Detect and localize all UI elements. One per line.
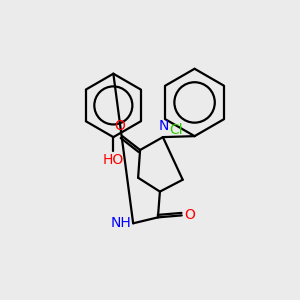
Text: NH: NH (110, 216, 131, 230)
Text: HO: HO (103, 153, 124, 167)
Text: O: O (114, 119, 125, 133)
Text: N: N (159, 119, 169, 133)
Text: Cl: Cl (169, 123, 183, 137)
Text: O: O (185, 208, 196, 222)
